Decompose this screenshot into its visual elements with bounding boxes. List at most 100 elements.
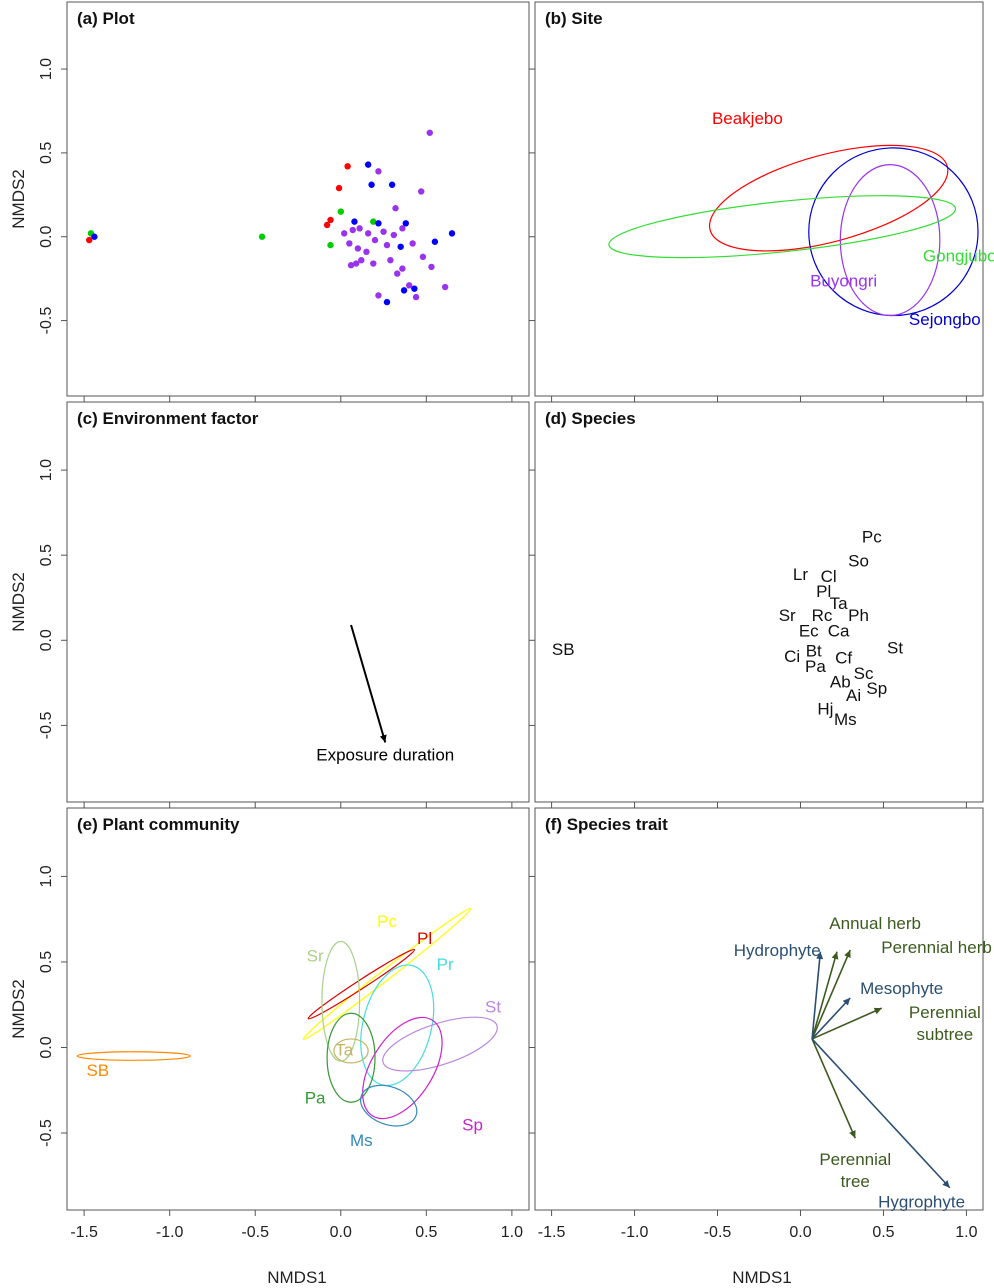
species-label: So bbox=[848, 551, 869, 570]
vector-arrow bbox=[811, 1007, 883, 1040]
plot-point bbox=[383, 241, 391, 249]
vector-arrow bbox=[811, 949, 851, 1040]
plot-point bbox=[426, 129, 433, 136]
vector-arrow bbox=[811, 951, 838, 1040]
species-label: Pa bbox=[805, 657, 826, 676]
panel-title: (b) Site bbox=[545, 9, 603, 28]
plot-point bbox=[406, 282, 413, 289]
plot-point bbox=[390, 231, 398, 239]
plot-point bbox=[392, 205, 399, 212]
species-label: Pl bbox=[816, 582, 831, 601]
species-label: Ph bbox=[848, 606, 869, 625]
panel-frame bbox=[534, 1, 984, 397]
arrow-head bbox=[942, 1180, 950, 1188]
species-label: Ab bbox=[830, 672, 851, 691]
species-label: Ai bbox=[846, 686, 861, 705]
plot-point bbox=[341, 230, 348, 237]
y-tick-label: -0.5 bbox=[38, 1119, 55, 1147]
ellipse-pc bbox=[302, 907, 472, 1040]
panel-frame bbox=[66, 1, 530, 397]
vector-label: tree bbox=[841, 1172, 870, 1191]
plot-point bbox=[327, 216, 334, 224]
arrow-head bbox=[849, 1130, 856, 1139]
plot-point bbox=[356, 225, 363, 232]
ellipse-label: Beakjebo bbox=[712, 109, 783, 128]
plot-point bbox=[402, 220, 409, 227]
ellipse-label: Sejongbo bbox=[909, 310, 981, 329]
x-tick-label: 0.0 bbox=[330, 1224, 352, 1241]
ellipse-beakjebo bbox=[708, 144, 949, 252]
y-tick-label: 1.0 bbox=[38, 58, 55, 80]
ellipse-ta bbox=[333, 1038, 369, 1064]
plot-point bbox=[363, 248, 370, 256]
x-tick-label: -0.5 bbox=[704, 1224, 732, 1241]
species-label: Hj bbox=[817, 700, 833, 719]
species-label: Cl bbox=[821, 567, 837, 586]
y-tick-label: 1.0 bbox=[38, 459, 55, 481]
vector-label: Perennial herb bbox=[881, 938, 992, 957]
panel-grid: (a) Plot -0.5 0.0 0.5 1.0 NMDS2 (b) Site Beakje… bbox=[9, 1, 994, 1241]
plot-point bbox=[400, 287, 408, 294]
y-tick-label: 0.0 bbox=[38, 1036, 55, 1058]
x-axis-label-right: NMDS1 bbox=[732, 1268, 792, 1287]
species-label: Pc bbox=[862, 528, 882, 547]
plot-point bbox=[364, 161, 372, 168]
panel-a: (a) Plot -0.5 0.0 0.5 1.0 NMDS2 bbox=[9, 1, 530, 402]
plot-point bbox=[418, 188, 425, 195]
vector-label: Hydrophyte bbox=[734, 941, 821, 960]
vector-arrow bbox=[350, 624, 387, 743]
species-label: Lr bbox=[793, 565, 808, 584]
panel-title: (c) Environment factor bbox=[77, 409, 259, 428]
species-label: Ms bbox=[834, 710, 857, 729]
panel-f: (f) Species trait -1.5 -1.0 -0.5 0.0 0.5 1.0 An… bbox=[529, 807, 992, 1241]
plot-point bbox=[354, 245, 362, 252]
plot-point bbox=[399, 265, 406, 272]
x-tick-label: 0.0 bbox=[789, 1224, 811, 1241]
plot-point bbox=[411, 285, 418, 292]
y-tick-label: 0.5 bbox=[38, 951, 55, 973]
x-tick-label: -1.0 bbox=[156, 1224, 184, 1241]
plot-point bbox=[431, 238, 439, 245]
y-tick-label: 0.5 bbox=[38, 142, 55, 164]
vector-label: Perennial bbox=[819, 1150, 891, 1169]
plot-point bbox=[370, 218, 377, 225]
plot-point bbox=[370, 260, 377, 267]
plot-point bbox=[327, 241, 334, 249]
y-tick-label: 0.0 bbox=[38, 629, 55, 651]
y-tick-label: 0.5 bbox=[38, 544, 55, 566]
plot-point bbox=[387, 256, 394, 264]
y-tick-label: -0.5 bbox=[38, 307, 55, 335]
ellipse-label: SB bbox=[86, 1061, 109, 1080]
panel-b: (b) Site Beakjebo Sejongbo Buyongri Gongjubo bbox=[529, 1, 994, 402]
plot-point bbox=[383, 298, 391, 306]
x-tick-label: 0.5 bbox=[415, 1224, 437, 1241]
ellipse-label: Pc bbox=[377, 912, 397, 931]
vector-label: Hygrophyte bbox=[878, 1193, 965, 1212]
panel-frame bbox=[534, 807, 984, 1211]
plot-point bbox=[364, 230, 372, 237]
ellipse-label: Buyongri bbox=[810, 271, 877, 290]
plot-point bbox=[375, 220, 382, 227]
panel-frame bbox=[534, 401, 984, 803]
ellipse-gongjubo bbox=[608, 195, 957, 259]
plot-point bbox=[375, 168, 382, 175]
ellipse-pa bbox=[326, 1012, 376, 1103]
x-tick-label: -1.5 bbox=[538, 1224, 566, 1241]
plot-point bbox=[428, 263, 435, 271]
ellipse-buyongri bbox=[839, 164, 941, 317]
y-axis-label: NMDS2 bbox=[9, 572, 28, 632]
plot-point bbox=[371, 236, 379, 244]
plot-point bbox=[448, 230, 456, 237]
ellipse-label: Pa bbox=[305, 1088, 326, 1107]
plot-point bbox=[368, 181, 375, 188]
ellipse-label: Sr bbox=[307, 946, 324, 965]
x-axis-label-left: NMDS1 bbox=[267, 1268, 327, 1287]
species-label: Sr bbox=[779, 606, 796, 625]
panel-title: (d) Species bbox=[545, 409, 636, 428]
plot-point bbox=[375, 292, 382, 299]
ellipse-label: Gongjubo bbox=[923, 246, 994, 265]
arrow-head bbox=[831, 951, 839, 960]
plot-point bbox=[399, 225, 406, 232]
vector-arrow bbox=[811, 951, 822, 1040]
